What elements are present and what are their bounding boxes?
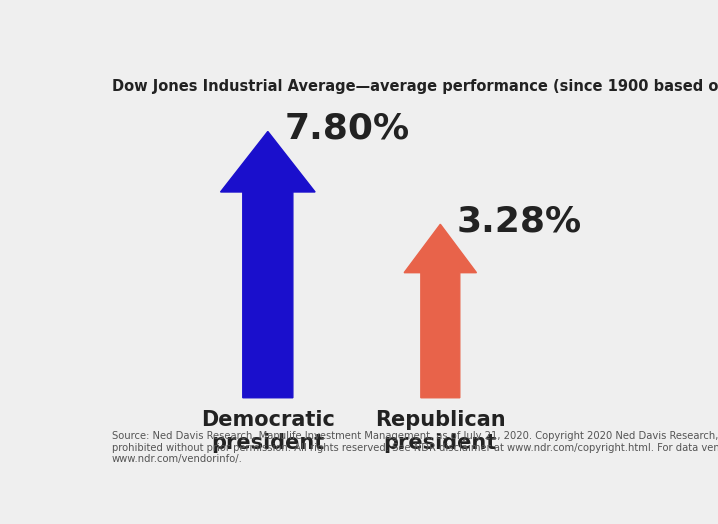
Text: 3.28%: 3.28% [457,204,582,238]
FancyArrow shape [220,132,315,398]
Text: 7.80%: 7.80% [284,111,410,145]
Text: Democratic
president: Democratic president [201,410,335,453]
FancyArrow shape [404,224,477,398]
Text: Source: Ned Davis Research, Manulife Investment Management, as of July 21, 2020.: Source: Ned Davis Research, Manulife Inv… [112,431,718,464]
Text: Republican
president: Republican president [375,410,505,453]
Text: Dow Jones Industrial Average—average performance (since 1900 based on daily data: Dow Jones Industrial Average—average per… [112,79,718,94]
